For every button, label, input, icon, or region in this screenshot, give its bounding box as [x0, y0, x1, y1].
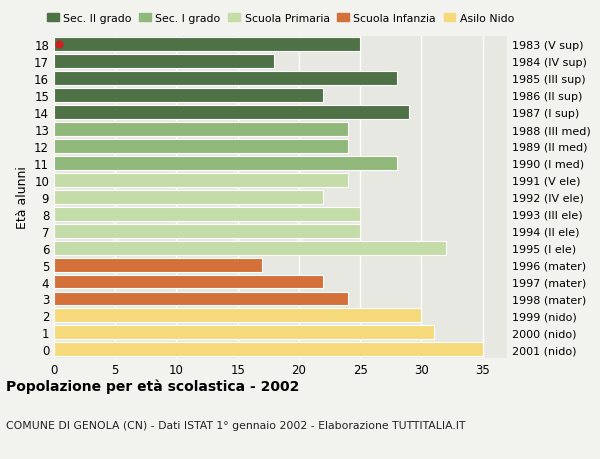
- Bar: [54, 55, 274, 69]
- Bar: [54, 292, 348, 306]
- Text: COMUNE DI GENOLA (CN) - Dati ISTAT 1° gennaio 2002 - Elaborazione TUTTITALIA.IT: COMUNE DI GENOLA (CN) - Dati ISTAT 1° ge…: [6, 420, 466, 430]
- Bar: [54, 190, 323, 204]
- Bar: [54, 342, 482, 357]
- Bar: [54, 207, 360, 221]
- Y-axis label: Anni di nascita: Anni di nascita: [598, 151, 600, 244]
- Bar: [54, 224, 360, 238]
- Y-axis label: Età alunni: Età alunni: [16, 166, 29, 229]
- Bar: [54, 174, 348, 187]
- Bar: [54, 72, 397, 86]
- Bar: [54, 38, 360, 52]
- Bar: [54, 106, 409, 120]
- Legend: Sec. II grado, Sec. I grado, Scuola Primaria, Scuola Infanzia, Asilo Nido: Sec. II grado, Sec. I grado, Scuola Prim…: [43, 9, 518, 28]
- Bar: [54, 258, 262, 272]
- Text: Popolazione per età scolastica - 2002: Popolazione per età scolastica - 2002: [6, 379, 299, 393]
- Bar: [54, 275, 323, 289]
- Bar: [54, 309, 421, 323]
- Bar: [54, 326, 434, 340]
- Bar: [54, 157, 397, 170]
- Bar: [54, 123, 348, 137]
- Bar: [54, 241, 446, 255]
- Bar: [54, 89, 323, 103]
- Bar: [54, 140, 348, 154]
